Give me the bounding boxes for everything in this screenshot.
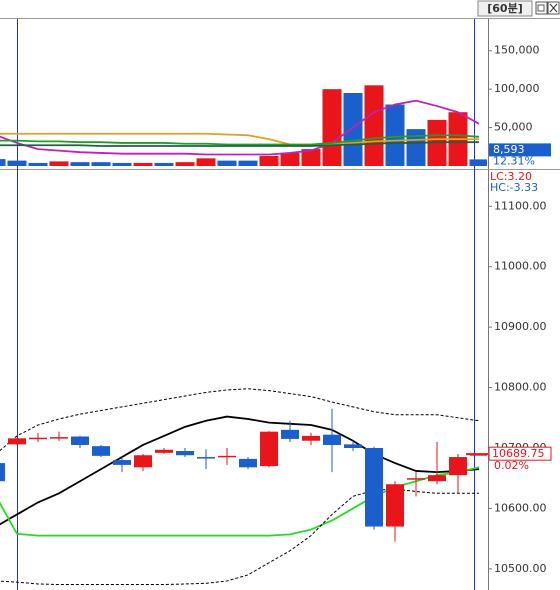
indicator-line (0, 132, 479, 147)
interval-label[interactable]: [60분] (487, 2, 522, 15)
y-tick-label: 50,000 (494, 121, 533, 134)
volume-bar (7, 160, 27, 166)
candle-body (428, 475, 446, 482)
indicator-line (0, 134, 480, 146)
volume-bar (406, 129, 426, 166)
volume-bar (196, 158, 216, 166)
candle-body (323, 434, 341, 445)
y-tick-label: 10800.00 (494, 381, 547, 394)
y-tick-label: 10500.00 (494, 562, 547, 575)
candle-body (29, 437, 47, 440)
candle-body (134, 455, 152, 468)
candle-body (50, 437, 68, 439)
volume-bar (175, 162, 195, 166)
hc-label: HC:-3.33 (490, 181, 538, 194)
candle-body (302, 435, 320, 441)
y-tick-label: 11100.00 (494, 199, 547, 212)
indicator-line (0, 141, 479, 147)
volume-bar (154, 162, 174, 166)
candle-body (407, 478, 425, 480)
current-price-box (488, 446, 552, 461)
candle-body (197, 457, 215, 459)
volume-bar (91, 162, 111, 166)
candle-body (344, 444, 362, 448)
candle-body (260, 431, 278, 467)
lc-label: LC:3.20 (490, 170, 532, 183)
y-tick-label: 10600.00 (494, 501, 547, 514)
restore-button[interactable] (535, 1, 548, 15)
volume-bar (364, 85, 384, 166)
y-tick-label: 100,000 (494, 82, 540, 95)
y-tick-label: 11000.00 (494, 260, 547, 273)
y-tick-label: 10900.00 (494, 320, 547, 333)
volume-bar (259, 156, 279, 166)
candle-body (365, 447, 383, 527)
candle-body (71, 436, 89, 445)
volume-bar (217, 160, 237, 166)
close-icon (549, 3, 558, 13)
volume-bar (469, 159, 487, 166)
indicator-line (0, 388, 480, 452)
volume-change: 12.31% (493, 154, 535, 167)
volume-bar (28, 162, 48, 166)
candle-body (92, 446, 110, 456)
volume-bar (0, 159, 6, 166)
volume-bar (238, 160, 258, 166)
volume-bar (343, 93, 363, 166)
volume-bar (322, 89, 342, 166)
restore-icon (537, 4, 545, 12)
candle-body (176, 451, 194, 456)
candle-body (281, 429, 299, 439)
candle-body (155, 449, 173, 453)
candle-body (239, 458, 257, 468)
interval-button[interactable] (477, 0, 533, 17)
volume-bar (133, 162, 153, 166)
volume-bar (385, 104, 405, 166)
current-volume-box (489, 143, 551, 157)
candle-body (386, 484, 404, 527)
volume-bar (49, 161, 69, 166)
candle-body (449, 457, 467, 476)
volume-bar (70, 162, 90, 166)
candle-body (0, 463, 5, 482)
current-volume: 8,593 (493, 143, 525, 156)
indicator-line (0, 415, 480, 526)
volume-bar (112, 162, 132, 166)
current-price: 10689.75 (492, 447, 545, 460)
volume-bar (301, 149, 321, 166)
candle-body (113, 460, 131, 465)
volume-bar (280, 152, 300, 166)
y-tick-label: 150,000 (494, 44, 540, 57)
candle-body (8, 438, 26, 445)
candle-body (218, 455, 236, 458)
indicator-line (0, 99, 480, 156)
price-change: 0.02% (494, 459, 529, 472)
